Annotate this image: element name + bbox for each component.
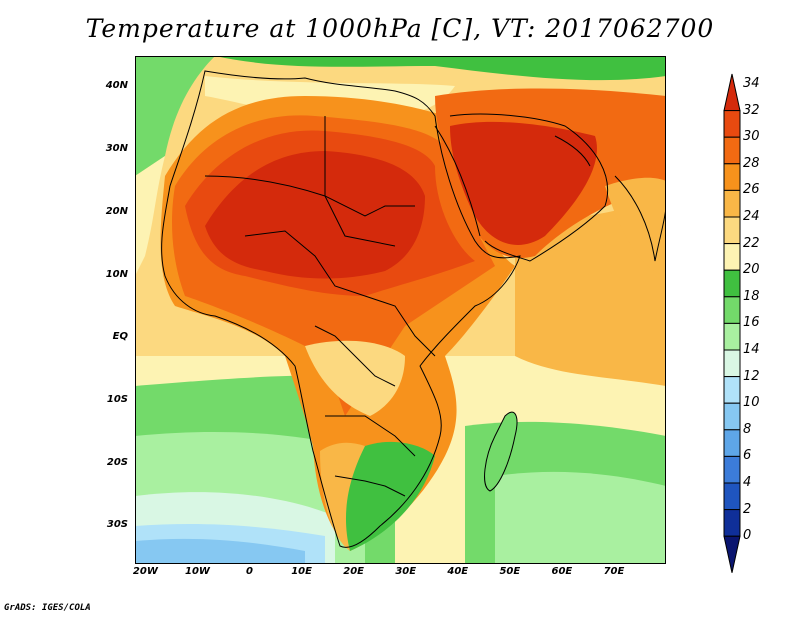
lon-tick-label: 20W xyxy=(132,566,158,577)
field-congo-26 xyxy=(305,340,405,416)
field-europe-20 xyxy=(215,56,666,81)
field-s-africa-24 xyxy=(320,442,365,551)
field-india-26 xyxy=(605,177,666,276)
colorbar-swatch xyxy=(723,110,741,138)
colorbar-label: 26 xyxy=(743,182,760,198)
colorbar-label: 24 xyxy=(743,209,760,224)
colorbar-label: 10 xyxy=(743,395,760,411)
lon-tick-label: 10W xyxy=(184,566,210,577)
lat-tick-label: 10N xyxy=(105,268,128,280)
border-2 xyxy=(324,116,415,217)
colorbar-swatch xyxy=(723,243,741,271)
colorbar-label: 18 xyxy=(743,288,760,304)
lon-tick-label: 60E xyxy=(551,566,573,577)
temperature-map xyxy=(135,56,666,564)
field-atlantic-20 xyxy=(135,56,215,176)
madagascar-outline xyxy=(484,411,518,492)
lat-tick-label: EQ xyxy=(112,331,128,343)
colorbar-swatch xyxy=(723,509,741,537)
colorbar-label: 20 xyxy=(743,262,760,278)
africa-coastline xyxy=(161,70,521,548)
colorbar-swatch xyxy=(723,216,741,245)
colorbar-swatch xyxy=(723,482,741,511)
colorbar-label: 16 xyxy=(743,315,760,331)
colorbar-label: 34 xyxy=(743,76,760,91)
field-indian-ocean-28 xyxy=(515,196,666,386)
lat-tick-label: 40N xyxy=(105,80,128,92)
colorbar-label: 4 xyxy=(743,475,752,490)
colorbar-label: 0 xyxy=(743,528,752,544)
lon-tick-label: 40E xyxy=(447,566,469,577)
colorbar-swatch xyxy=(723,189,741,218)
colorbar-label: 22 xyxy=(743,235,760,251)
arabia-coastline xyxy=(449,113,609,262)
colorbar-swatch xyxy=(723,402,741,431)
colorbar-swatch xyxy=(723,136,741,165)
colorbar-label: 32 xyxy=(743,102,760,118)
border-7 xyxy=(334,475,406,497)
border-5 xyxy=(314,325,396,387)
field-e-ocean-18 xyxy=(495,471,666,564)
field-africa-34 xyxy=(205,151,425,279)
border-3 xyxy=(244,230,366,297)
lon-tick-label: 10E xyxy=(291,566,312,577)
border-6 xyxy=(325,415,416,457)
colorbar-swatch xyxy=(723,429,741,457)
border-4 xyxy=(364,295,436,357)
lat-tick-label: 20S xyxy=(106,456,128,468)
colorbar-swatch xyxy=(723,535,741,573)
lon-tick-label: 20E xyxy=(343,566,365,577)
field-s-africa-20 xyxy=(333,441,435,551)
colorbar-swatch xyxy=(723,376,741,404)
lat-tick-label: 30S xyxy=(106,519,128,531)
field-arabia-34 xyxy=(450,121,597,245)
colorbar-label: 6 xyxy=(743,448,752,464)
colorbar-swatch xyxy=(723,455,741,484)
colorbar-swatch xyxy=(723,73,741,112)
map-title: Temperature at 1000hPa [C], VT: 20170627… xyxy=(85,14,715,43)
colorbar-label: 28 xyxy=(743,155,760,171)
persian-gulf xyxy=(554,135,591,167)
colorbar-swatch xyxy=(723,269,741,298)
lon-tick-label: 50E xyxy=(499,566,521,577)
lat-tick-label: 10S xyxy=(106,393,128,405)
colorbar-swatch xyxy=(723,349,741,378)
colorbar-label: 30 xyxy=(743,129,760,145)
colorbar-label: 14 xyxy=(743,342,760,357)
lon-tick-label: 30E xyxy=(395,566,417,577)
red-sea-coast xyxy=(434,125,481,237)
colorbar-swatch xyxy=(723,322,741,351)
lat-tick-label: 30N xyxy=(105,143,128,155)
footer-credit: GrADS: IGES/COLA xyxy=(4,603,91,613)
colorbar-label: 12 xyxy=(743,368,760,384)
field-s-ocean-12 xyxy=(135,538,305,564)
colorbar-label: 8 xyxy=(743,421,752,437)
lon-tick-label: 0 xyxy=(246,566,253,577)
colorbar-swatch xyxy=(723,163,741,191)
india-coastline xyxy=(614,175,666,262)
map-frame xyxy=(135,56,666,564)
lon-tick-label: 70E xyxy=(603,566,625,577)
colorbar-swatch xyxy=(723,296,741,324)
field-madagascar xyxy=(484,412,517,491)
field-atlantic-22 xyxy=(135,156,165,276)
lat-tick-label: 20N xyxy=(105,205,128,217)
colorbar-label: 2 xyxy=(743,501,752,517)
